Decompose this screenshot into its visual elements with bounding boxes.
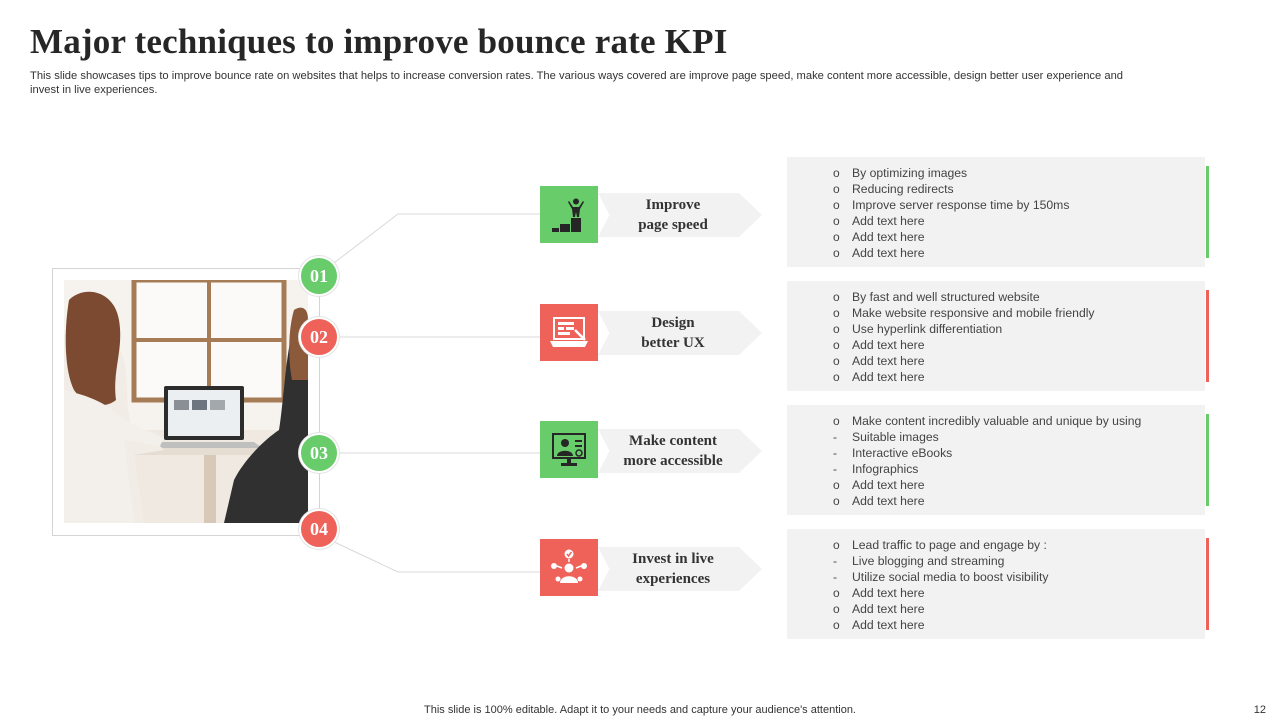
step-04-badge: 04 (299, 509, 339, 549)
step-04-details: o Lead traffic to page and engage by : -L… (787, 529, 1209, 639)
list-item: o By optimizing images (833, 166, 968, 180)
step-01-details: o By optimizing images o Reducing redirect… (787, 157, 1209, 267)
list-item: o Add text here (833, 246, 925, 260)
list-item: - Live blogging and streaming (833, 554, 1005, 568)
podium-person-icon (540, 186, 598, 243)
accent-bar (1206, 166, 1209, 258)
list-item: o Add text here (833, 602, 925, 616)
list-item: o Add text here (833, 354, 925, 368)
list-item: - Suitable images (833, 430, 939, 444)
list-item: o Add text here (833, 230, 925, 244)
list-item: o Reducing redirects (833, 182, 954, 196)
list-item: o Add text here (833, 478, 925, 492)
list-item: o Make content incredibly valuable and un… (833, 414, 1142, 428)
step-03-label: Make content more accessible (598, 429, 762, 473)
list-item: o Add text here (833, 618, 925, 632)
monitor-user-icon (540, 421, 598, 478)
step-04-label: Invest in live experiences (598, 547, 762, 591)
step-01-badge: 01 (299, 256, 339, 296)
list-item: o Improve server response time by 150ms (833, 198, 1070, 212)
list-item: o Lead traffic to page and engage by : (833, 538, 1047, 552)
list-item: o Add text here (833, 586, 925, 600)
office-photo (64, 280, 308, 523)
list-item: o Make website responsive and mobile frie… (833, 306, 1095, 320)
laptop-design-icon (540, 304, 598, 361)
network-person-icon (540, 539, 598, 596)
step-01-label: Improve page speed (598, 193, 762, 237)
slide-title: Major techniques to improve bounce rate … (30, 22, 728, 61)
step-02-badge: 02 (299, 317, 339, 357)
list-item: - Utilize social media to boost visibilit… (833, 570, 1049, 584)
list-item: o Add text here (833, 494, 925, 508)
list-item: - Interactive eBooks (833, 446, 953, 460)
connector-01 (329, 213, 541, 267)
accent-bar (1206, 538, 1209, 630)
list-item: o Add text here (833, 338, 925, 352)
page-number: 12 (1253, 704, 1266, 716)
step-03-details: o Make content incredibly valuable and un… (787, 405, 1209, 515)
step-03-badge: 03 (299, 433, 339, 473)
list-item: o Use hyperlink differentiation (833, 322, 1003, 336)
list-item: - Infographics (833, 462, 919, 476)
list-item: o Add text here (833, 370, 925, 384)
accent-bar (1206, 414, 1209, 506)
connector-04 (329, 539, 541, 573)
footer-note: This slide is 100% editable. Adapt it to… (424, 704, 856, 716)
list-item: o By fast and well structured website (833, 290, 1040, 304)
slide-subtitle: This slide showcases tips to improve bou… (30, 70, 1124, 96)
list-item: o Add text here (833, 214, 925, 228)
step-02-details: o By fast and well structured website o Ma… (787, 281, 1209, 391)
accent-bar (1206, 290, 1209, 382)
step-02-label: Design better UX (598, 311, 762, 355)
